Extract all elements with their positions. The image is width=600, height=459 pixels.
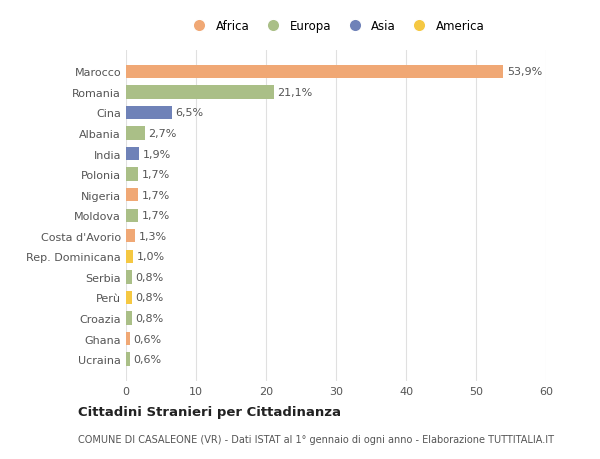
- Text: 2,7%: 2,7%: [148, 129, 177, 139]
- Bar: [126, 250, 133, 263]
- Bar: [126, 189, 138, 202]
- Text: 1,3%: 1,3%: [139, 231, 167, 241]
- Text: 21,1%: 21,1%: [277, 88, 313, 98]
- Bar: [126, 353, 130, 366]
- Text: 0,6%: 0,6%: [134, 334, 162, 344]
- Legend: Africa, Europa, Asia, America: Africa, Europa, Asia, America: [187, 20, 485, 33]
- Text: 1,7%: 1,7%: [142, 170, 170, 180]
- Bar: [126, 106, 172, 120]
- Text: 6,5%: 6,5%: [175, 108, 203, 118]
- Text: 1,7%: 1,7%: [142, 190, 170, 200]
- Bar: [126, 230, 135, 243]
- Bar: [126, 147, 139, 161]
- Bar: [126, 332, 130, 346]
- Text: 0,6%: 0,6%: [134, 354, 162, 364]
- Text: 0,8%: 0,8%: [135, 293, 163, 303]
- Bar: [126, 168, 138, 181]
- Bar: [126, 209, 138, 223]
- Text: COMUNE DI CASALEONE (VR) - Dati ISTAT al 1° gennaio di ogni anno - Elaborazione : COMUNE DI CASALEONE (VR) - Dati ISTAT al…: [78, 434, 554, 443]
- Bar: [126, 312, 131, 325]
- Text: 0,8%: 0,8%: [135, 272, 163, 282]
- Text: 1,9%: 1,9%: [143, 149, 171, 159]
- Bar: [126, 66, 503, 79]
- Text: 53,9%: 53,9%: [507, 67, 542, 77]
- Bar: [126, 291, 131, 304]
- Text: Cittadini Stranieri per Cittadinanza: Cittadini Stranieri per Cittadinanza: [78, 405, 341, 419]
- Bar: [126, 127, 145, 140]
- Bar: [126, 86, 274, 99]
- Bar: [126, 271, 131, 284]
- Text: 0,8%: 0,8%: [135, 313, 163, 323]
- Text: 1,0%: 1,0%: [137, 252, 164, 262]
- Text: 1,7%: 1,7%: [142, 211, 170, 221]
